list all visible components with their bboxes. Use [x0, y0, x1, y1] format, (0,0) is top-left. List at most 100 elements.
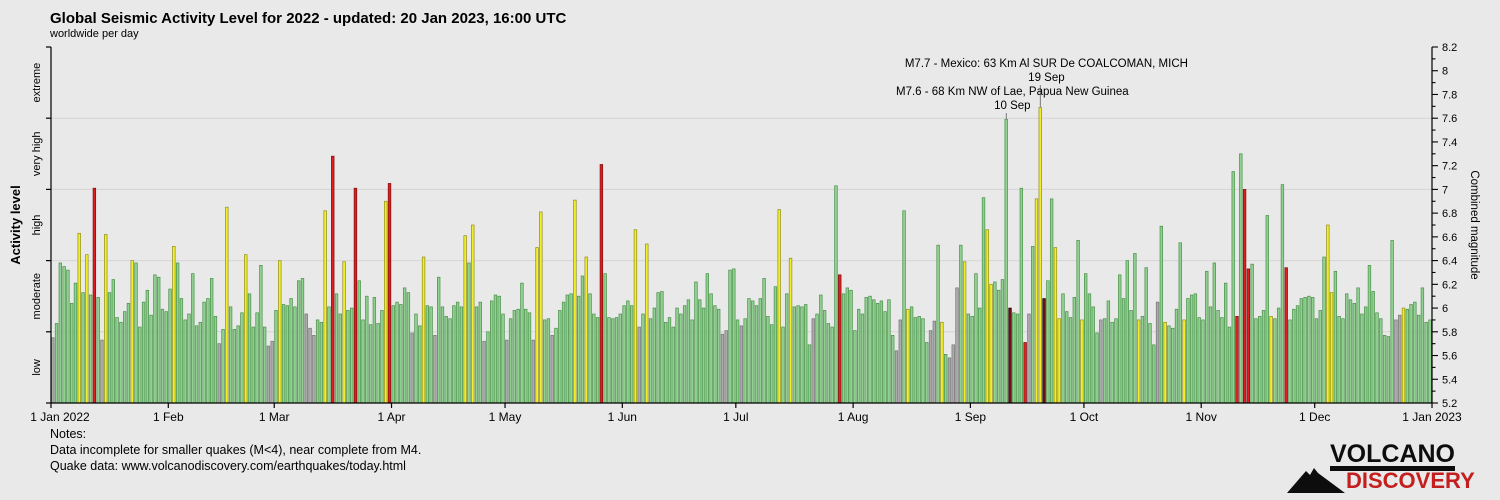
bar-day-46	[221, 329, 225, 404]
bar-day-37	[187, 313, 191, 404]
y-right-tick-label: 5.2	[1442, 398, 1457, 410]
bar-day-117	[489, 300, 494, 404]
bar-day-255	[1012, 312, 1016, 404]
annotation-title-2: M7.6 - 68 Km NW of Lae, Papua New Guinea	[896, 86, 1129, 98]
bar-day-108	[455, 301, 460, 404]
bar-day-325	[1276, 307, 1281, 404]
bar-day-68	[304, 313, 308, 404]
bar-day-119	[497, 295, 501, 404]
bar-day-41	[202, 301, 206, 404]
bar-day-272	[1076, 240, 1080, 404]
bar-day-104	[440, 306, 445, 404]
page-subtitle: worldwide per day	[50, 28, 139, 40]
bar-day-43	[210, 278, 214, 404]
bar-day-196	[788, 257, 793, 404]
bar-day-349	[1367, 265, 1372, 404]
y-right-tick-label: 7.6	[1442, 113, 1457, 125]
bar-day-291	[1148, 323, 1152, 404]
bar-day-14	[100, 339, 104, 404]
bar-day-102	[433, 335, 437, 404]
notes-line-data-completeness: Data incomplete for smaller quakes (M<4)…	[50, 443, 422, 457]
bar-day-83	[361, 319, 365, 404]
y-right-tick-label: 7.8	[1442, 89, 1457, 101]
bar-day-159	[648, 318, 653, 404]
bar-day-33	[172, 246, 176, 404]
bar-day-59	[270, 340, 274, 404]
bar-day-320	[1258, 316, 1262, 404]
bar-day-137	[565, 294, 569, 404]
bar-day-261	[1034, 198, 1039, 404]
bar-day-321	[1261, 310, 1266, 404]
bar-day-174	[705, 273, 709, 404]
bar-day-299	[1178, 242, 1182, 404]
bar-day-35	[179, 298, 184, 404]
bar-day-305	[1201, 319, 1205, 404]
bar-day-362	[1416, 314, 1421, 404]
bar-day-133	[550, 335, 554, 404]
bar-day-149	[611, 318, 615, 404]
bar-day-75	[331, 155, 335, 404]
bar-day-273	[1080, 319, 1084, 404]
bar-day-168	[682, 305, 687, 404]
bar-day-254	[1008, 307, 1012, 404]
bar-day-239	[951, 344, 955, 404]
bar-day-188	[758, 298, 762, 404]
bar-day-298	[1174, 308, 1179, 404]
annotations-layer: M7.7 - Mexico: 63 Km Al SUR De COALCOMAN…	[896, 58, 1188, 120]
bar-day-7	[73, 282, 78, 404]
bar-day-91	[391, 305, 395, 404]
bar-day-179	[724, 330, 728, 404]
bar-day-144	[592, 313, 596, 404]
bar-day-246	[978, 307, 982, 404]
axes-layer: extreme very high high moderate low 5.2 5.4 5.6…	[30, 42, 1462, 424]
bar-day-276	[1091, 306, 1095, 404]
bar-day-5	[66, 269, 70, 404]
bar-day-67	[300, 278, 305, 404]
bar-day-19	[119, 321, 123, 404]
bar-day-10	[85, 254, 89, 404]
bar-day-162	[660, 291, 664, 404]
bar-day-333	[1307, 295, 1311, 404]
bar-day-110	[463, 235, 467, 404]
bar-day-123	[512, 310, 517, 404]
bar-day-97	[414, 313, 418, 404]
bar-day-183	[739, 325, 744, 404]
bar-day-247	[981, 197, 986, 404]
bar-day-16	[107, 292, 112, 404]
bar-day-138	[569, 293, 573, 404]
bar-day-173	[701, 307, 706, 404]
bar-day-345	[1352, 302, 1356, 404]
bar-day-329	[1292, 308, 1296, 404]
bar-day-245	[974, 273, 978, 404]
bar-day-50	[236, 325, 240, 404]
x-tick-label: 1 Mar	[259, 410, 290, 424]
bar-day-289	[1140, 316, 1145, 404]
bar-day-8	[77, 232, 81, 404]
bar-day-136	[561, 301, 566, 404]
bar-day-170	[690, 319, 694, 404]
bar-day-161	[656, 292, 660, 404]
bar-day-274	[1084, 273, 1088, 404]
bar-day-28	[153, 274, 157, 404]
bar-day-79	[346, 310, 350, 404]
bar-day-21	[126, 302, 131, 404]
bar-day-314	[1235, 316, 1239, 404]
bar-day-84	[365, 295, 369, 404]
bar-day-105	[444, 316, 448, 404]
y-right-tick-label: 7.2	[1442, 161, 1457, 173]
bar-day-73	[323, 210, 327, 404]
x-tick-label: 1 Jul	[723, 410, 748, 424]
bar-day-210	[841, 293, 846, 404]
notes-heading: Notes:	[50, 427, 87, 441]
bar-day-26	[145, 289, 150, 404]
bar-day-212	[849, 289, 853, 404]
x-tick-label: 1 Jan 2022	[30, 410, 90, 424]
bar-day-118	[493, 294, 498, 404]
bar-day-124	[516, 308, 520, 404]
bar-day-1	[51, 337, 55, 404]
bar-day-129	[535, 247, 539, 404]
bar-day-271	[1072, 297, 1076, 404]
bar-day-337	[1322, 256, 1326, 404]
y-right-tick-label: 7	[1442, 184, 1448, 196]
bar-day-228	[909, 306, 914, 404]
